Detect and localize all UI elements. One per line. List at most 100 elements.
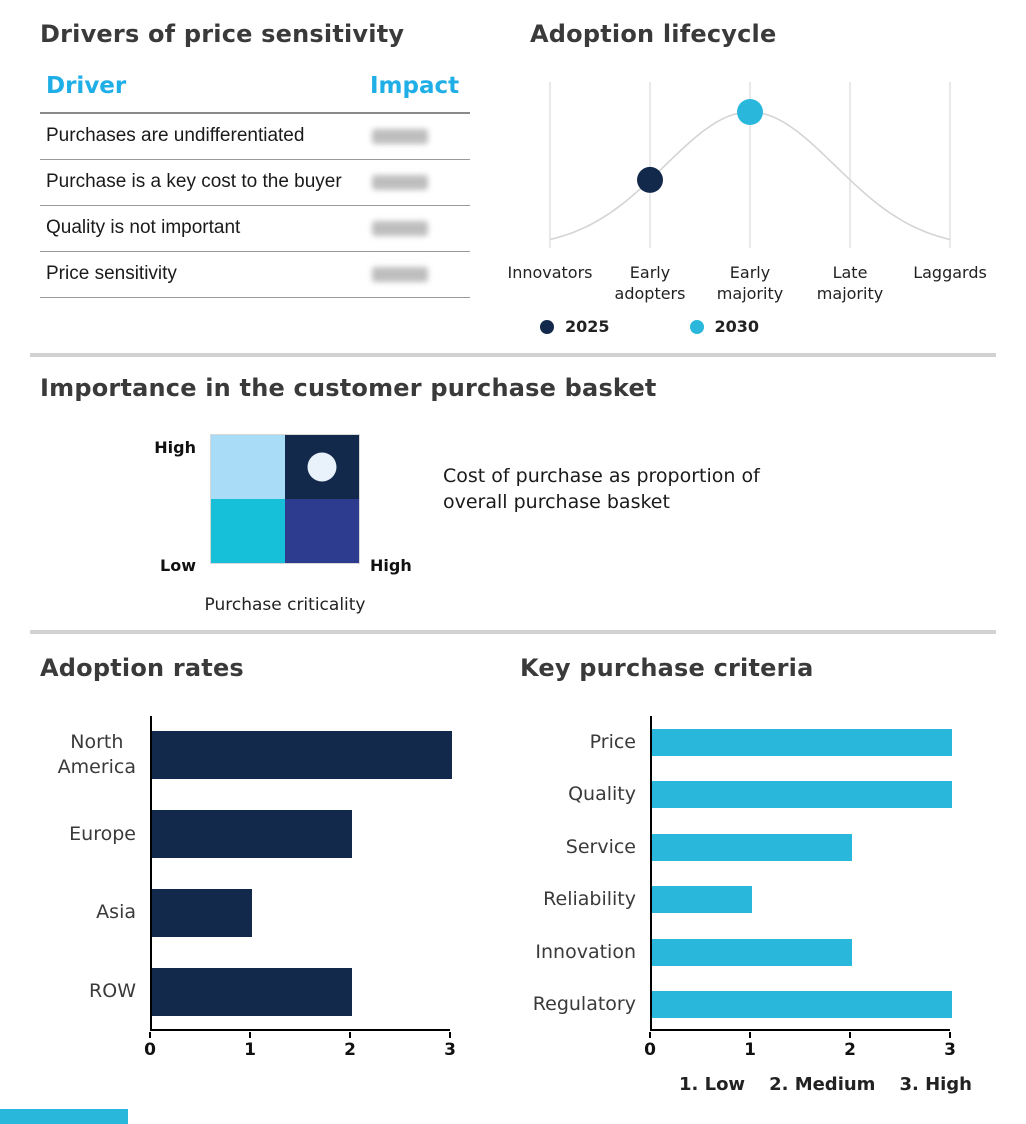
legend-dot (540, 319, 554, 334)
bar-asia (152, 888, 252, 937)
lifecycle-legend: 2025 2030 (540, 317, 759, 336)
adoption-rates-title: Adoption rates (40, 654, 244, 682)
scale-note: 1. Low 2. Medium 3. High (600, 1074, 972, 1095)
axis-tick (649, 1032, 651, 1038)
axis-tick-label: 1 (744, 1040, 756, 1060)
category-label-text: Reliability (543, 888, 636, 911)
axis-tick-label: 2 (844, 1040, 856, 1060)
matrix-y-low-label: Low (160, 556, 196, 575)
adoption-lifecycle-chart: Innovators Early adopters Early majority La… (507, 80, 1000, 360)
section-divider (30, 630, 996, 634)
quadrant-bottom-left (211, 499, 285, 563)
legend-label: 2030 (714, 317, 760, 336)
bar-europe (152, 810, 352, 859)
axis-tick (249, 1032, 251, 1038)
matrix-x-axis-title: Purchase criticality (204, 595, 366, 615)
plot-area (150, 716, 452, 1031)
table-row: Purchases are undifferentiated (40, 114, 470, 160)
lifecycle-category-label: Early adopters (614, 263, 686, 303)
table-row: Purchase is a key cost to the buyer (40, 160, 470, 206)
category-label-text: ROW (89, 980, 136, 1003)
bar-reliability (652, 886, 752, 914)
legend-item: 2025 (540, 317, 610, 336)
axis-tick (149, 1032, 151, 1038)
category-label: North America (38, 730, 136, 780)
scale-note-item: 3. High (899, 1074, 972, 1095)
axis-tick-label: 3 (944, 1040, 956, 1060)
matrix-y-high-label: High (154, 438, 196, 457)
category-label: Asia (38, 900, 136, 925)
redacted-impact-value (372, 175, 428, 190)
lifecycle-category-label: Innovators (507, 263, 593, 282)
drivers-table-rows: Purchases are undifferentiated Purchase i… (40, 114, 470, 298)
driver-cell: Price sensitivity (46, 263, 177, 284)
lifecycle-category-label: Early majority (716, 263, 784, 303)
lifecycle-category-label: Laggards (913, 263, 987, 282)
key-purchase-criteria-chart: Price Quality Service Reliability Innovation… (528, 716, 978, 1081)
category-label-text: Asia (96, 901, 136, 924)
bar-service (652, 833, 852, 861)
axis-tick (349, 1032, 351, 1038)
adoption-rates-chart: North America Europe Asia ROW 0 1 2 3 (38, 716, 478, 1081)
category-label: Europe (38, 822, 136, 847)
bar-regulatory (652, 991, 952, 1019)
scale-note-item: 2. Medium (769, 1074, 876, 1095)
legend-label: 2025 (565, 317, 610, 336)
category-label: Regulatory (528, 992, 636, 1017)
purchase-basket-matrix (210, 434, 360, 564)
legend-item: 2030 (689, 317, 760, 336)
axis-tick-label: 1 (244, 1040, 256, 1060)
driver-cell: Quality is not important (46, 217, 241, 238)
quadrant-bottom-right (285, 499, 359, 563)
bar-price (652, 728, 952, 756)
redacted-impact-value (372, 267, 428, 282)
category-label: Quality (528, 782, 636, 807)
table-header-row: Driver Impact (40, 66, 470, 114)
bar-innovation (652, 938, 852, 966)
category-label: Innovation (528, 940, 636, 965)
column-header-impact: Impact (370, 73, 460, 99)
bar-north-america (152, 731, 452, 780)
category-label: Reliability (528, 887, 636, 912)
category-label-text: Price (589, 730, 636, 753)
category-label-text: Europe (69, 822, 136, 845)
axis-tick (949, 1032, 951, 1038)
lifecycle-curve-plot (549, 82, 951, 248)
axis-tick (749, 1032, 751, 1038)
basket-description: Cost of purchase as proportion of overal… (443, 465, 760, 513)
category-label-text: Regulatory (532, 993, 636, 1016)
drivers-table-title: Drivers of price sensitivity (40, 20, 405, 48)
lifecycle-title: Adoption lifecycle (530, 20, 777, 48)
axis-tick-label: 0 (144, 1040, 156, 1060)
section-divider (30, 353, 996, 357)
position-marker-dot (307, 452, 337, 482)
matrix-x-high-label: High (370, 556, 412, 575)
category-label: ROW (38, 979, 136, 1004)
marker-2025 (637, 166, 663, 193)
bar-quality (652, 781, 952, 809)
footer-accent-strip (0, 1109, 128, 1124)
category-label: Service (528, 835, 636, 860)
driver-cell: Purchases are undifferentiated (46, 125, 305, 146)
legend-dot (689, 319, 704, 334)
redacted-impact-value (372, 129, 428, 144)
table-row: Quality is not important (40, 206, 470, 252)
axis-tick-label: 3 (444, 1040, 456, 1060)
axis-tick (849, 1032, 851, 1038)
category-label-text: North America (57, 731, 136, 779)
table-row: Price sensitivity (40, 252, 470, 298)
redacted-impact-value (372, 221, 428, 236)
drivers-of-price-sensitivity-table: Driver Impact Purchases are undifferenti… (40, 66, 470, 298)
category-label-text: Service (565, 835, 636, 858)
marker-2030 (737, 99, 763, 125)
driver-cell: Purchase is a key cost to the buyer (46, 171, 342, 192)
quadrant-top-right (285, 435, 359, 499)
axis-tick (449, 1032, 451, 1038)
basket-title: Importance in the customer purchase bask… (40, 374, 657, 402)
scale-note-item: 1. Low (678, 1074, 746, 1095)
category-label-text: Innovation (535, 940, 636, 963)
axis-tick-label: 0 (644, 1040, 656, 1060)
plot-area (650, 716, 952, 1031)
lifecycle-category-label: Late majority (816, 263, 884, 303)
